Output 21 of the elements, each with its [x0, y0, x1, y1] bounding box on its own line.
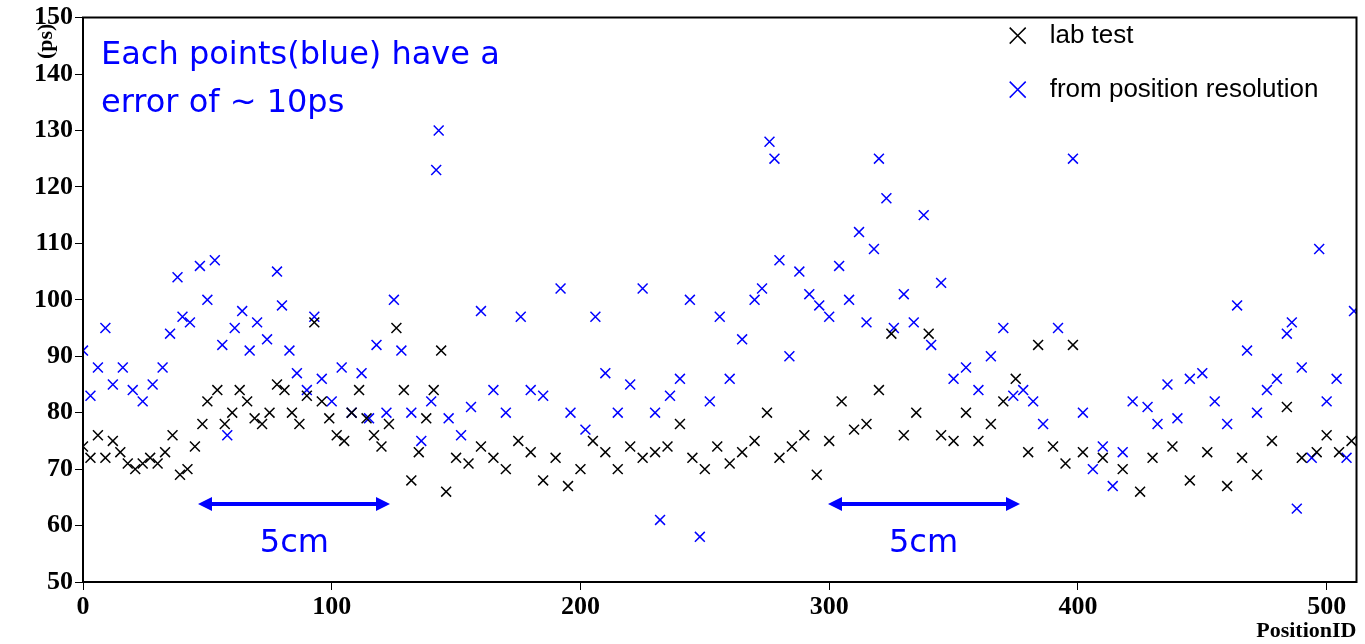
legend-label: from position resolution	[1049, 72, 1319, 103]
y-tick-label: 110	[35, 227, 73, 257]
y-tick-label: 50	[47, 565, 73, 595]
annotation: 5cm	[259, 522, 329, 561]
x-tick-label: 200	[560, 591, 600, 621]
y-tick-label: 130	[34, 114, 73, 144]
x-tick-label: 100	[312, 591, 352, 621]
y-tick-label: 90	[47, 339, 73, 369]
legend-label: lab test	[1049, 18, 1135, 49]
y-tick-label: 120	[34, 170, 73, 200]
y-tick-label: 60	[47, 509, 73, 539]
y-tick-label: 100	[34, 283, 73, 313]
y-axis-title: (ps)	[31, 23, 57, 60]
x-tick-label: 0	[76, 591, 90, 621]
annotation: Each points(blue) have a error of ~ 10ps	[101, 33, 500, 120]
y-tick-label: 70	[47, 452, 73, 482]
x-tick-label: 400	[1058, 591, 1098, 621]
x-tick-label: 300	[809, 591, 849, 621]
y-tick-label: 80	[47, 396, 73, 426]
y-tick-label: 140	[34, 57, 73, 87]
annotation: 5cm	[888, 522, 959, 561]
